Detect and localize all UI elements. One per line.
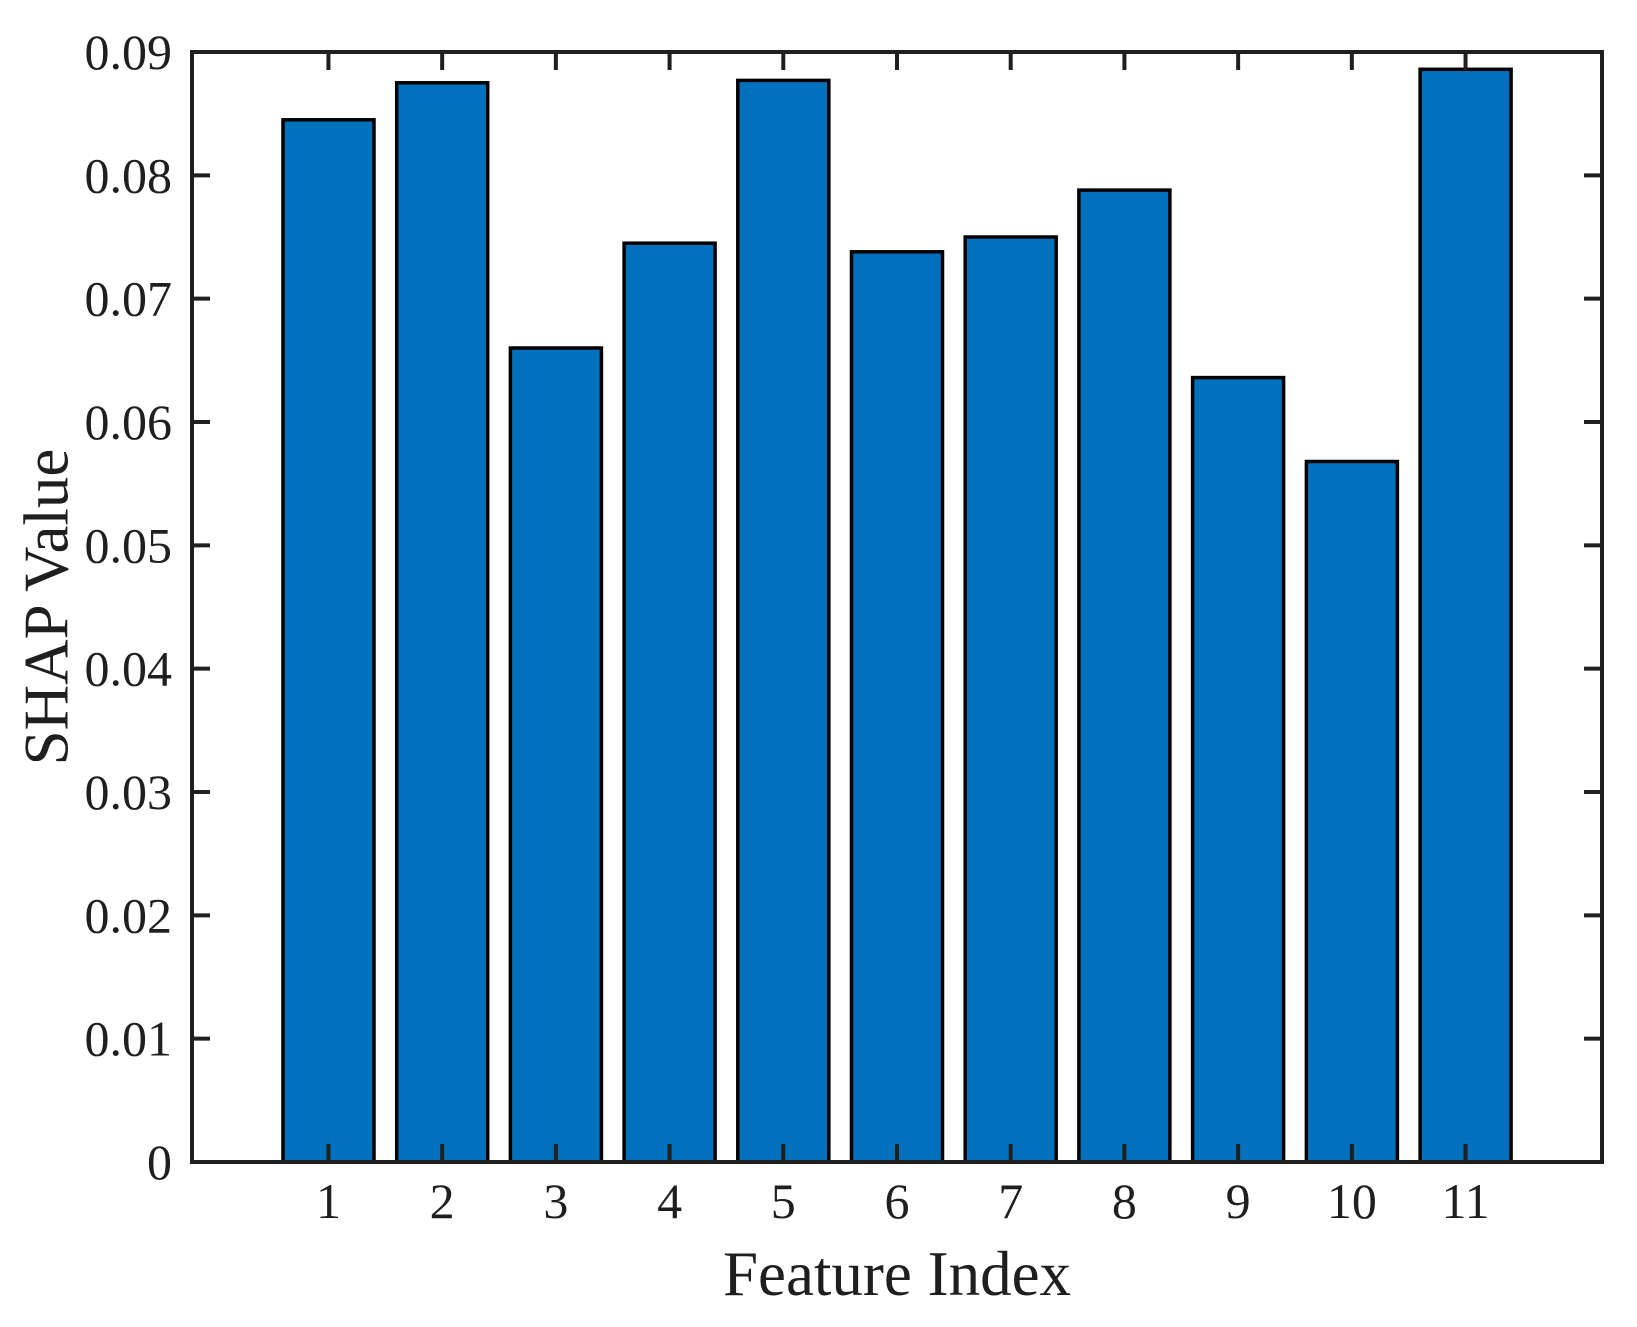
x-tick-label: 1: [316, 1173, 341, 1229]
y-axis-label: SHAP Value: [11, 448, 82, 766]
x-axis-label: Feature Index: [722, 1239, 1072, 1309]
y-tick-label: 0.04: [85, 641, 173, 697]
y-tick-label: 0.02: [85, 887, 173, 943]
bar: [1304, 459, 1400, 1164]
x-tick-label: 6: [885, 1173, 910, 1229]
x-tick-label: 9: [1226, 1173, 1251, 1229]
bar: [622, 241, 717, 1164]
bar: [281, 118, 376, 1164]
bar: [1190, 375, 1286, 1164]
bar: [394, 81, 490, 1164]
y-tick-label: 0.03: [85, 764, 173, 820]
y-tick-label: 0.05: [85, 517, 173, 573]
x-tick-label: 10: [1327, 1173, 1377, 1229]
bar: [849, 250, 945, 1164]
x-tick-label: 4: [657, 1173, 682, 1229]
y-tick-label: 0.09: [85, 24, 173, 80]
bar: [963, 235, 1058, 1164]
bar: [508, 346, 604, 1164]
x-tick-label: 3: [543, 1173, 568, 1229]
x-tick-label: 7: [998, 1173, 1023, 1229]
y-tick-label: 0: [147, 1134, 172, 1190]
y-tick-label: 0.06: [85, 394, 173, 450]
y-tick-label: 0.01: [85, 1011, 173, 1067]
y-tick-label: 0.07: [85, 271, 173, 327]
y-tick-label: 0.08: [85, 147, 173, 203]
bar: [736, 78, 831, 1164]
bar: [1077, 188, 1172, 1164]
bar: [1418, 67, 1513, 1164]
x-tick-label: 8: [1112, 1173, 1137, 1229]
x-tick-label: 11: [1441, 1173, 1489, 1229]
x-tick-label: 5: [771, 1173, 796, 1229]
x-tick-label: 2: [430, 1173, 455, 1229]
